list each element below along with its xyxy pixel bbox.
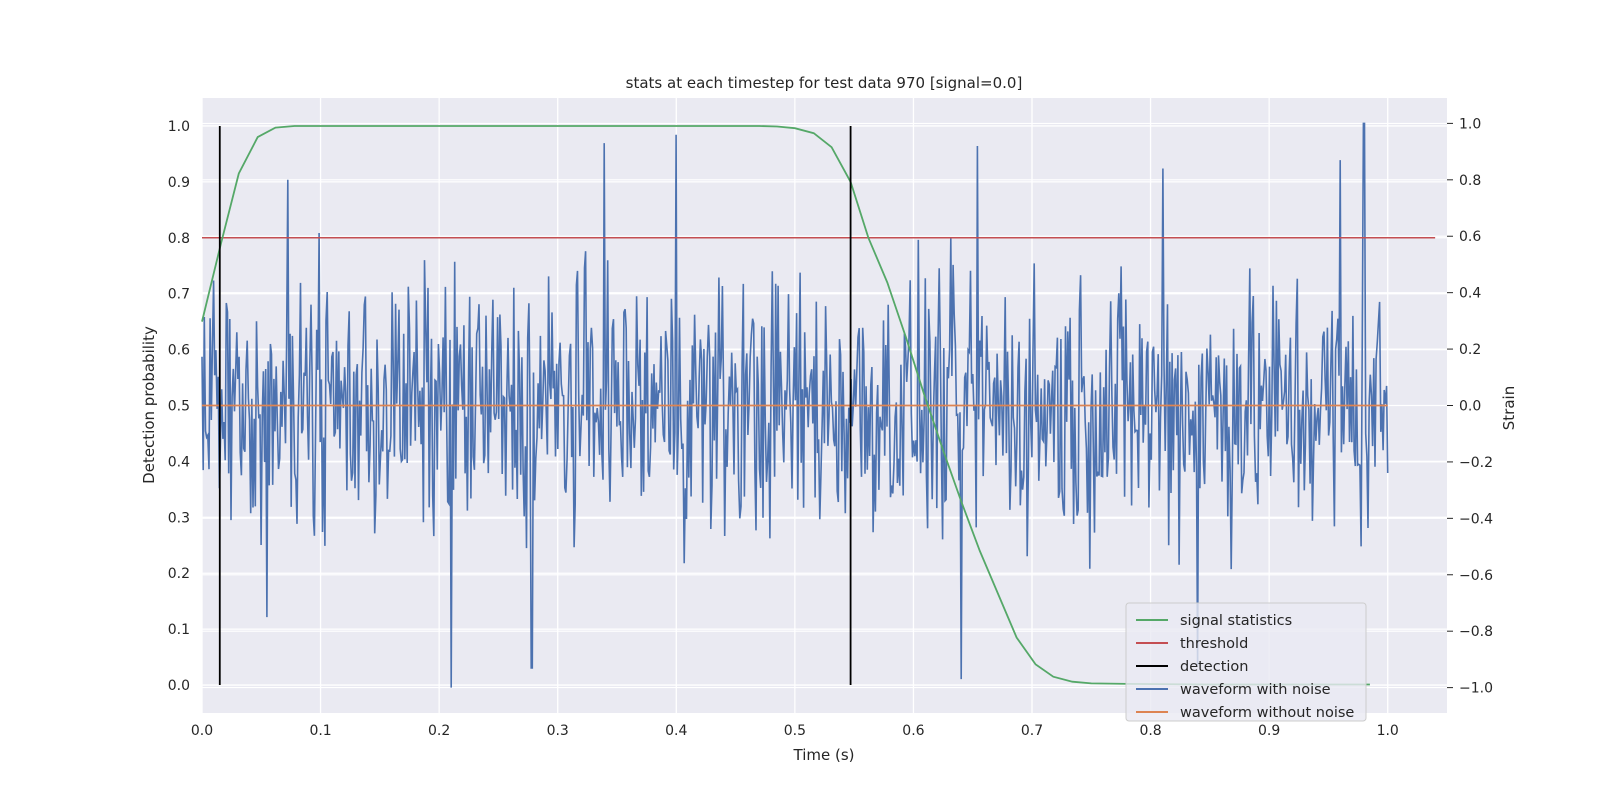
- y-tick-label: 0.9: [168, 175, 190, 191]
- x-tick-label: 0.2: [428, 723, 450, 739]
- y-tick-label-right: −0.2: [1459, 455, 1493, 471]
- y-tick-label-right: 0.6: [1459, 229, 1481, 245]
- x-axis-label: Time (s): [793, 746, 855, 764]
- series-waveform-with-noise: [201, 122, 1389, 688]
- y-tick-label-right: −1.0: [1459, 681, 1493, 697]
- x-tick-label: 0.8: [1139, 723, 1161, 739]
- chart-title: stats at each timestep for test data 970…: [626, 74, 1023, 92]
- x-tick-label: 0.6: [902, 723, 924, 739]
- y-tick-label: 1.0: [168, 119, 190, 135]
- y-tick-label: 0.2: [168, 566, 190, 582]
- y-axis-label-right: Strain: [1500, 386, 1518, 430]
- y-tick-label: 0.1: [168, 622, 190, 638]
- y-tick-label: 0.6: [168, 343, 190, 359]
- series-signal-statistics: [201, 125, 1370, 686]
- y-tick-label: 0.5: [168, 399, 190, 415]
- x-tick-label: 0.1: [309, 723, 331, 739]
- legend-label: waveform without noise: [1180, 705, 1354, 721]
- x-tick-label: 0.0: [191, 723, 213, 739]
- legend-label: signal statistics: [1180, 613, 1292, 629]
- legend-box: [1125, 602, 1367, 722]
- y-tick-label-right: 0.2: [1459, 342, 1481, 358]
- x-tick-label: 0.3: [547, 723, 569, 739]
- x-tick-label: 0.9: [1258, 723, 1280, 739]
- x-tick-label: 1.0: [1377, 723, 1399, 739]
- legend-label: threshold: [1180, 636, 1248, 652]
- series-layer: [201, 122, 1436, 688]
- y-tick-label: 0.8: [168, 231, 190, 247]
- y-axis-ticks-left: 0.0 0.1 0.2 0.3 0.4 0.5 0.6 0.7 0.8 0.9 1.0: [168, 119, 190, 694]
- y-tick-label: 0.3: [168, 510, 190, 526]
- y-tick-label-right: 0.0: [1459, 399, 1481, 415]
- legend-label: waveform with noise: [1180, 682, 1331, 698]
- y-axis-ticks-right: −1.0 −0.8 −0.6 −0.4 −0.2 0.0 0.2 0.4 0.6 0.8 1.0: [1447, 116, 1493, 697]
- y-tick-label: 0.4: [168, 454, 190, 470]
- y-tick-label-right: −0.4: [1459, 511, 1493, 527]
- x-tick-label: 0.7: [1021, 723, 1043, 739]
- y-axis-label-left: Detection probability: [140, 326, 158, 484]
- x-tick-label: 0.4: [665, 723, 687, 739]
- y-tick-label-right: 1.0: [1459, 116, 1481, 132]
- y-tick-label-right: 0.4: [1459, 286, 1481, 302]
- y-tick-label: 0.7: [168, 287, 190, 303]
- legend: signal statistics threshold detection wavef…: [1125, 602, 1367, 722]
- y-tick-label-right: −0.6: [1459, 568, 1493, 584]
- y-tick-label-right: 0.8: [1459, 173, 1481, 189]
- x-tick-label: 0.5: [784, 723, 806, 739]
- y-tick-label-right: −0.8: [1459, 624, 1493, 640]
- legend-label: detection: [1180, 659, 1248, 675]
- x-axis-ticks: 0.0 0.1 0.2 0.3 0.4 0.5 0.6 0.7 0.8 0.9 1.0: [191, 723, 1399, 739]
- y-tick-label: 0.0: [168, 678, 190, 694]
